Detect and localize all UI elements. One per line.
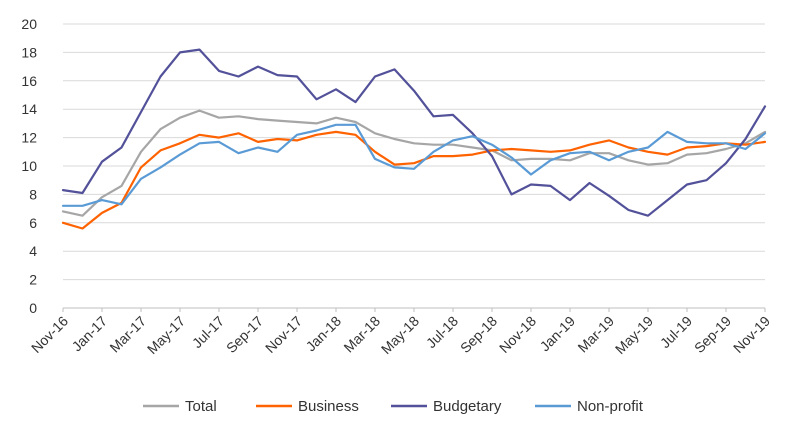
x-tick-label: May-17 bbox=[144, 313, 188, 357]
y-tick-label: 2 bbox=[29, 272, 37, 288]
legend-label-budgetary: Budgetary bbox=[433, 398, 502, 415]
x-tick-label: Nov-16 bbox=[28, 313, 71, 356]
x-tick-label: Jan-19 bbox=[537, 313, 579, 355]
y-tick-label: 12 bbox=[21, 130, 37, 146]
x-tick-label: May-18 bbox=[378, 313, 422, 357]
series-line-non-profit bbox=[61, 123, 767, 207]
x-tick-label: Nov-19 bbox=[730, 313, 773, 356]
y-tick-label: 8 bbox=[29, 186, 37, 202]
y-tick-label: 18 bbox=[21, 44, 37, 60]
y-axis-tick-labels: 0 2 4 6 8 10 12 14 16 18 20 bbox=[21, 16, 37, 316]
x-tick-label: Nov-18 bbox=[496, 313, 539, 356]
x-tick-label: Jan-17 bbox=[69, 313, 111, 355]
x-tick-label: Mar-17 bbox=[106, 313, 149, 356]
x-tick-label: Jul-17 bbox=[189, 313, 227, 351]
series-lines bbox=[61, 48, 767, 230]
series-line-business bbox=[61, 130, 767, 230]
series-line-budgetary bbox=[61, 48, 767, 217]
legend-label-total: Total bbox=[185, 398, 217, 415]
y-tick-label: 0 bbox=[29, 300, 37, 316]
x-tick-label: Sep-19 bbox=[691, 313, 734, 356]
x-tick-label: Jan-18 bbox=[303, 313, 345, 355]
x-tick-label: Jul-19 bbox=[657, 313, 695, 351]
y-tick-label: 16 bbox=[21, 73, 37, 89]
y-tick-label: 20 bbox=[21, 16, 37, 32]
legend: Total Business Budgetary Non-profit bbox=[143, 398, 644, 415]
x-tick-label: Jul-18 bbox=[423, 313, 461, 351]
x-tick-label: Nov-17 bbox=[262, 313, 305, 356]
x-tick-label: Mar-19 bbox=[574, 313, 617, 356]
legend-label-non-profit: Non-profit bbox=[577, 398, 644, 415]
y-tick-label: 10 bbox=[21, 158, 37, 174]
x-tick-label: Sep-17 bbox=[223, 313, 266, 356]
legend-label-business: Business bbox=[298, 398, 359, 415]
series-line-total bbox=[61, 109, 767, 217]
gridlines bbox=[63, 23, 765, 281]
x-tick-label: Sep-18 bbox=[457, 313, 500, 356]
x-tick-label: May-19 bbox=[612, 313, 656, 357]
y-tick-label: 14 bbox=[21, 101, 37, 117]
y-tick-label: 4 bbox=[29, 243, 37, 259]
y-tick-label: 6 bbox=[29, 215, 37, 231]
x-tick-label: Mar-18 bbox=[340, 313, 383, 356]
